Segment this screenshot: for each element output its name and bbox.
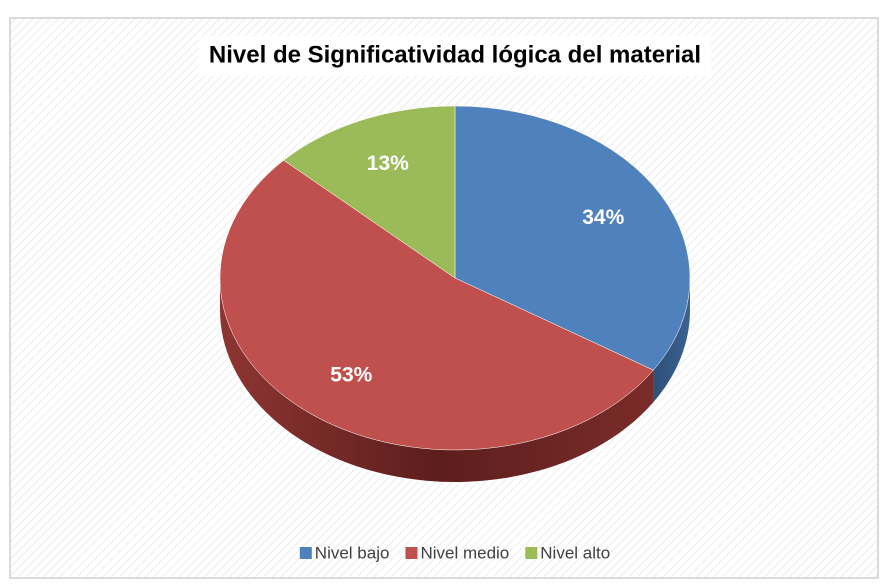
- legend-label: Nivel medio: [420, 543, 509, 562]
- slice: [283, 105, 456, 279]
- legend-label: Nivel alto: [540, 543, 610, 562]
- legend-swatch: [405, 547, 418, 559]
- legend-label: Nivel bajo: [315, 543, 390, 562]
- data-label: 13%: [367, 152, 409, 175]
- legend-swatch: [525, 547, 538, 559]
- title-box: [198, 36, 712, 76]
- slice-side: [220, 278, 654, 482]
- pie: 34% 53% 13%: [219, 105, 691, 482]
- legend: Nivel bajo Nivel medio Nivel alto: [299, 543, 610, 562]
- legend-swatch: [299, 547, 312, 559]
- data-label: 34%: [582, 206, 624, 229]
- data-label: 53%: [330, 363, 372, 386]
- slice-side: [653, 278, 690, 403]
- slice: [454, 105, 691, 371]
- chart-title: Nivel de Significatividad lógica del mat…: [209, 41, 701, 68]
- slice: [219, 159, 654, 451]
